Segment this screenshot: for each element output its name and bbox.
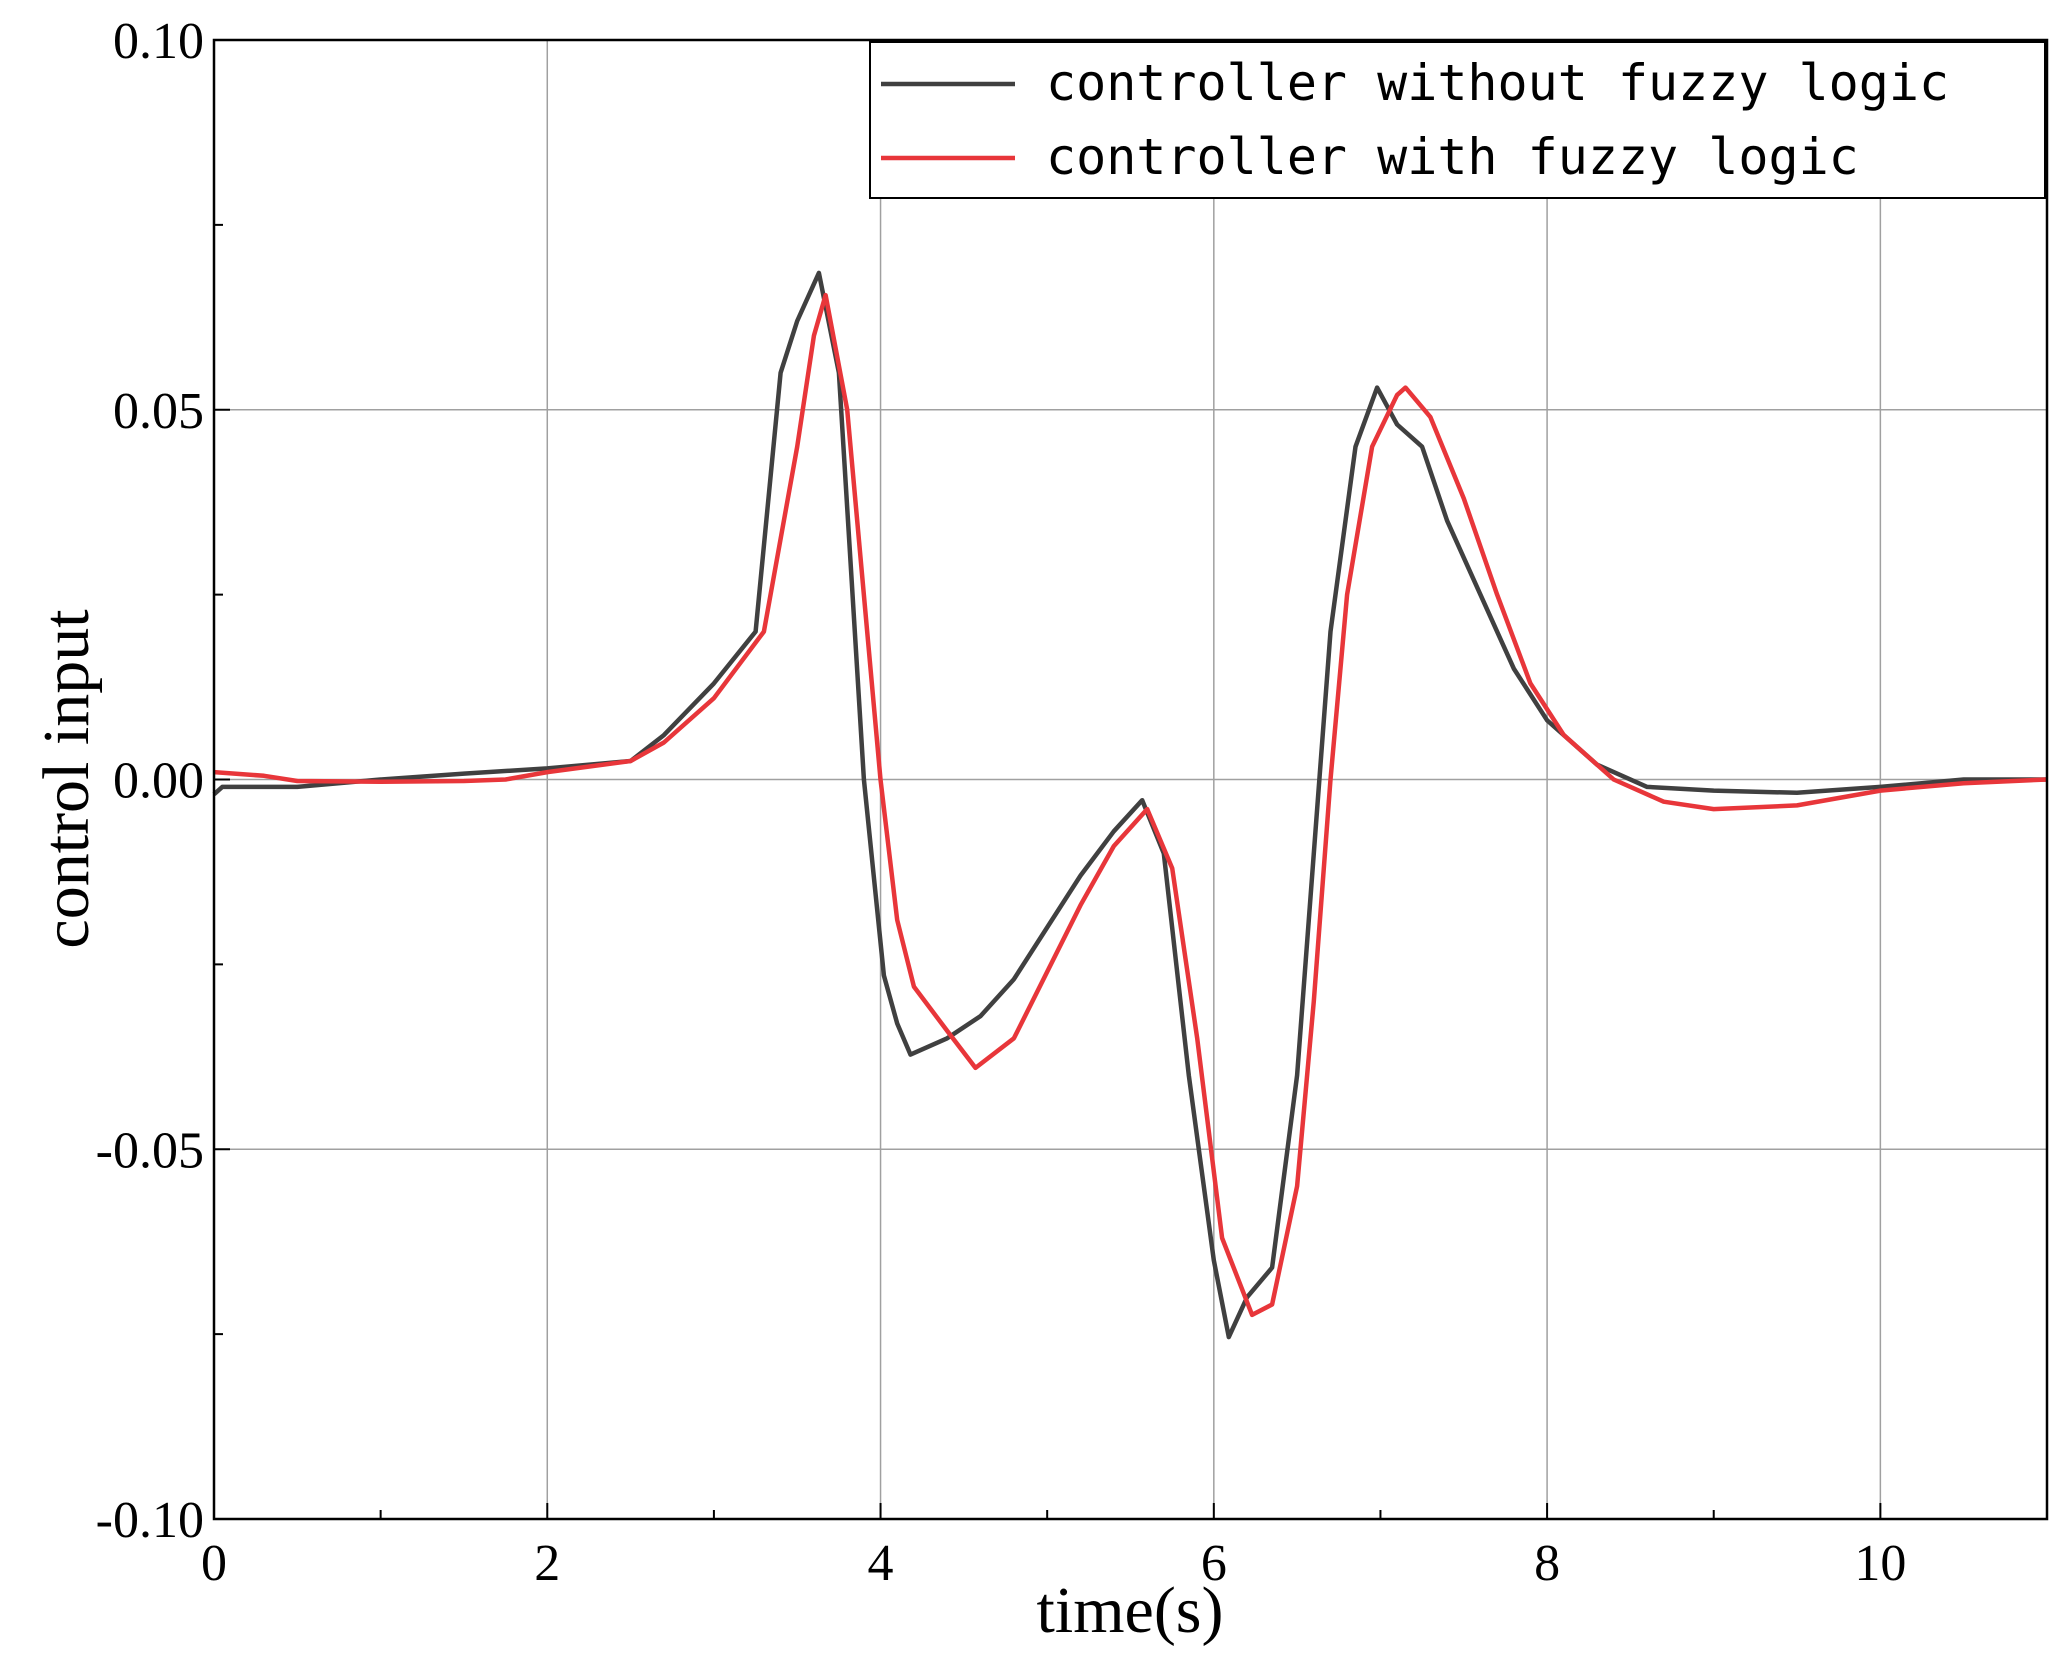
y-tick-label: 0.05 bbox=[113, 383, 204, 440]
x-tick-label: 10 bbox=[1854, 1535, 1906, 1592]
data-line bbox=[213, 292, 2048, 1318]
legend-label: controller without fuzzy logic bbox=[1046, 54, 1949, 112]
x-tick-label: 8 bbox=[1534, 1535, 1560, 1592]
plot-frame bbox=[212, 38, 2049, 1521]
data-line bbox=[212, 270, 2047, 1340]
x-tick-label: 4 bbox=[868, 1535, 894, 1592]
y-tick-label: 0.00 bbox=[113, 753, 204, 810]
x-tick-label: 6 bbox=[1201, 1535, 1227, 1592]
x-tick-label: 0 bbox=[201, 1535, 227, 1592]
y-tick-label: -0.05 bbox=[96, 1122, 204, 1179]
y-tick-label: -0.10 bbox=[96, 1492, 204, 1549]
x-tick-label: 2 bbox=[534, 1535, 560, 1592]
legend-box bbox=[869, 41, 2046, 199]
legend-label: controller with fuzzy logic bbox=[1046, 128, 1859, 186]
y-tick-label: 0.10 bbox=[113, 13, 204, 70]
y-axis-title: control input bbox=[30, 609, 103, 948]
x-axis-title: time(s) bbox=[1037, 1574, 1224, 1647]
